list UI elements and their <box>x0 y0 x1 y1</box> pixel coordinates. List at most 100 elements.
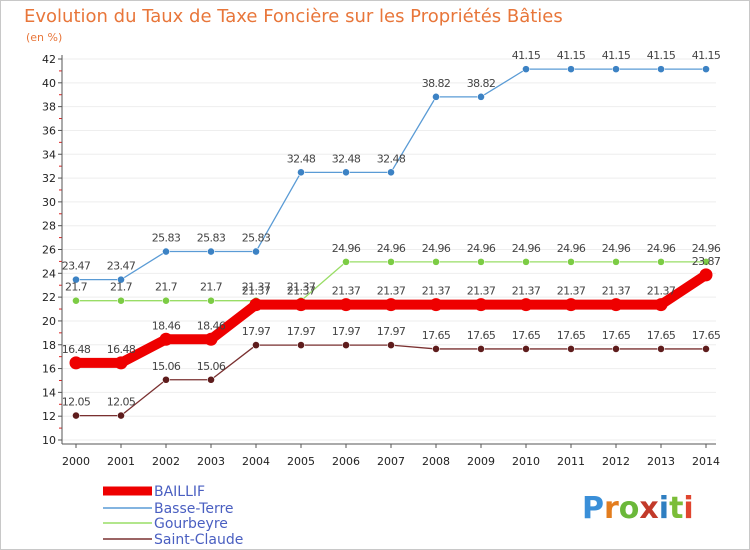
data-point-basse-terre-2001 <box>117 275 125 284</box>
data-point-saint-claude-2000 <box>72 411 80 420</box>
data-point-gourbeyre-2010 <box>522 257 530 266</box>
y-tick-label-28: 28 <box>42 220 56 233</box>
x-tick-label-2005: 2005 <box>287 455 315 468</box>
y-tick-label-36: 36 <box>42 124 56 137</box>
logo-letter: i <box>683 491 693 526</box>
data-point-gourbeyre-2001 <box>117 296 125 305</box>
data-label-gourbeyre-2008: 24.96 <box>422 242 451 255</box>
data-point-saint-claude-2002 <box>162 375 170 384</box>
y-tick-label-22: 22 <box>42 291 56 304</box>
data-point-gourbeyre-2011 <box>567 257 575 266</box>
y-tick-label-24: 24 <box>42 267 56 280</box>
x-tick-label-2009: 2009 <box>467 455 495 468</box>
x-tick-label-2012: 2012 <box>602 455 630 468</box>
data-point-gourbeyre-2014 <box>702 257 710 266</box>
data-label-gourbeyre-2007: 24.96 <box>377 242 406 255</box>
data-label-basse-terre-2014: 41.15 <box>692 49 721 62</box>
data-point-basse-terre-2009 <box>477 92 485 101</box>
data-point-saint-claude-2011 <box>567 345 575 353</box>
data-point-gourbeyre-2008 <box>432 257 440 266</box>
logo-letter: t <box>669 491 683 526</box>
data-label-baillif-2012: 21.37 <box>602 285 631 298</box>
data-point-basse-terre-2014 <box>702 65 710 74</box>
y-tick-label-12: 12 <box>42 410 56 423</box>
data-label-baillif-2014: 23.87 <box>692 255 721 268</box>
data-label-baillif-2008: 21.37 <box>422 285 451 298</box>
data-point-basse-terre-2003 <box>207 247 215 256</box>
y-tick-label-32: 32 <box>42 172 56 185</box>
x-tick-label-2013: 2013 <box>647 455 675 468</box>
data-label-saint-claude-2014: 17.65 <box>692 329 721 342</box>
data-point-baillif-2004 <box>249 298 263 312</box>
axes: 10 12 14 16 18 20 22 24 26 28 30 32 34 36 38 40 42 2000 20… <box>42 53 720 468</box>
y-tick-label-30: 30 <box>42 196 56 209</box>
logo-letter: P <box>582 491 604 526</box>
data-point-saint-claude-2005 <box>297 341 305 350</box>
x-tick-label-2010: 2010 <box>512 455 540 468</box>
data-point-saint-claude-2008 <box>432 345 440 353</box>
data-label-saint-claude-2004: 17.97 <box>242 325 271 338</box>
x-tick-label-2007: 2007 <box>377 455 405 468</box>
data-label-basse-terre-2006: 32.48 <box>332 152 361 165</box>
data-label-saint-claude-2012: 17.65 <box>602 329 631 342</box>
series-line-saint-claude <box>75 344 707 417</box>
legend-label-saint-claude: Saint-Claude <box>154 532 243 548</box>
data-label-gourbeyre-2004: 21.37 <box>242 281 271 294</box>
data-point-baillif-2000 <box>69 356 83 370</box>
data-point-basse-terre-2006 <box>342 168 350 177</box>
logo-letter: o <box>619 491 640 526</box>
data-point-basse-terre-2007 <box>387 168 395 177</box>
data-label-baillif-2013: 21.37 <box>647 285 676 298</box>
data-point-gourbeyre-2002 <box>162 296 170 305</box>
data-point-basse-terre-2004 <box>252 247 260 256</box>
data-label-gourbeyre-2012: 24.96 <box>602 242 631 255</box>
data-label-baillif-2003: 18.46 <box>197 319 226 332</box>
x-tick-label-2004: 2004 <box>242 455 270 468</box>
proxiti-logo: Proxiti <box>582 491 694 526</box>
legend-label-basse-terre: Basse-Terre <box>154 501 234 517</box>
data-point-saint-claude-2004 <box>252 341 260 350</box>
data-point-gourbeyre-2012 <box>612 257 620 266</box>
data-label-saint-claude-2002: 15.06 <box>152 360 181 373</box>
data-label-baillif-2006: 21.37 <box>332 285 361 298</box>
data-label-baillif-2007: 21.37 <box>377 285 406 298</box>
data-label-gourbeyre-2001: 21.7 <box>110 281 133 294</box>
x-tick-label-2000: 2000 <box>62 455 90 468</box>
data-label-basse-terre-2013: 41.15 <box>647 49 676 62</box>
data-point-baillif-2005 <box>294 298 308 312</box>
y-tick-label-34: 34 <box>42 148 56 161</box>
data-label-baillif-2005: 21.37 <box>287 285 316 298</box>
data-point-gourbeyre-2009 <box>477 257 485 266</box>
data-label-baillif-2010: 21.37 <box>512 285 541 298</box>
data-point-baillif-2006 <box>339 298 353 312</box>
data-point-basse-terre-2010 <box>522 65 530 74</box>
data-label-saint-claude-2008: 17.65 <box>422 329 451 342</box>
data-point-saint-claude-2001 <box>117 411 125 420</box>
data-label-saint-claude-2003: 15.06 <box>197 360 226 373</box>
y-tick-label-14: 14 <box>42 386 56 399</box>
data-label-baillif-2001: 16.48 <box>107 343 136 356</box>
data-label-gourbeyre-2009: 24.96 <box>467 242 496 255</box>
data-point-baillif-2011 <box>564 298 578 312</box>
data-label-basse-terre-2011: 41.15 <box>557 49 586 62</box>
x-tick-label-2002: 2002 <box>152 455 180 468</box>
series-lines <box>69 65 713 420</box>
data-label-basse-terre-2002: 25.83 <box>152 232 181 245</box>
data-label-gourbeyre-2006: 24.96 <box>332 242 361 255</box>
data-label-baillif-2009: 21.37 <box>467 285 496 298</box>
data-label-basse-terre-2007: 32.48 <box>377 152 406 165</box>
y-tick-label-16: 16 <box>42 363 56 376</box>
data-label-basse-terre-2008: 38.82 <box>422 77 451 90</box>
data-point-basse-terre-2008 <box>432 92 440 101</box>
data-point-saint-claude-2003 <box>207 375 215 384</box>
data-label-saint-claude-2006: 17.97 <box>332 325 361 338</box>
data-point-basse-terre-2005 <box>297 168 305 177</box>
data-label-basse-terre-2004: 25.83 <box>242 232 271 245</box>
data-point-baillif-2003 <box>204 332 218 346</box>
data-label-saint-claude-2011: 17.65 <box>557 329 586 342</box>
series-basse-terre <box>72 65 710 284</box>
data-point-saint-claude-2009 <box>477 345 485 353</box>
y-tick-label-38: 38 <box>42 101 56 114</box>
x-tick-label-2008: 2008 <box>422 455 450 468</box>
